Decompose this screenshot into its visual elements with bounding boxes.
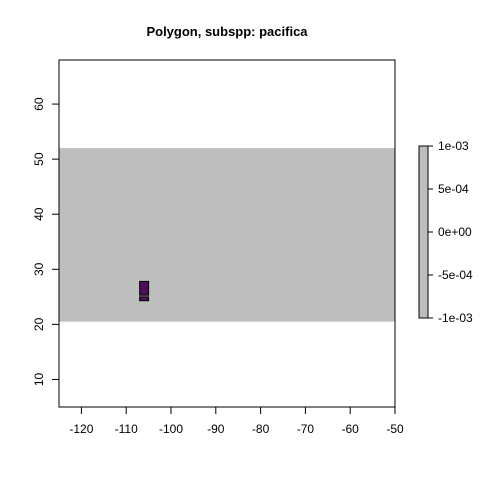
y-tick-label: 20	[32, 317, 46, 331]
y-tick-label: 60	[32, 97, 46, 111]
x-tick-label: -90	[207, 422, 225, 436]
x-tick-label: -120	[69, 422, 93, 436]
x-tick-label: -50	[386, 422, 404, 436]
chart-title: Polygon, subspp: pacifica	[146, 24, 308, 39]
x-axis: -120 -110 -100 -90 -80 -70 -60 -50	[69, 406, 404, 436]
x-tick-label: -70	[297, 422, 315, 436]
y-tick-label: 10	[32, 372, 46, 386]
y-tick-label: 50	[32, 152, 46, 166]
legend-label: 5e-04	[438, 182, 469, 196]
legend-label: 1e-03	[438, 139, 469, 153]
x-tick-label: -60	[342, 422, 360, 436]
raster-region	[59, 148, 395, 322]
y-tick-label: 30	[32, 262, 46, 276]
raster-cell-1	[139, 296, 150, 302]
y-axis: 10 20 30 40 50 60	[32, 97, 60, 386]
data-layer	[59, 148, 395, 322]
legend: 1e-03 5e-04 0e+00 -5e-04 -1e-03	[418, 139, 473, 325]
legend-label: -1e-03	[438, 311, 473, 325]
raster-cell-0	[139, 280, 150, 296]
x-tick-label: -100	[159, 422, 183, 436]
x-tick-label: -110	[115, 422, 138, 436]
legend-label: 0e+00	[438, 225, 472, 239]
x-tick-label: -80	[252, 422, 270, 436]
legend-color-bar	[418, 145, 429, 319]
y-tick-label: 40	[32, 207, 46, 221]
legend-label: -5e-04	[438, 268, 473, 282]
